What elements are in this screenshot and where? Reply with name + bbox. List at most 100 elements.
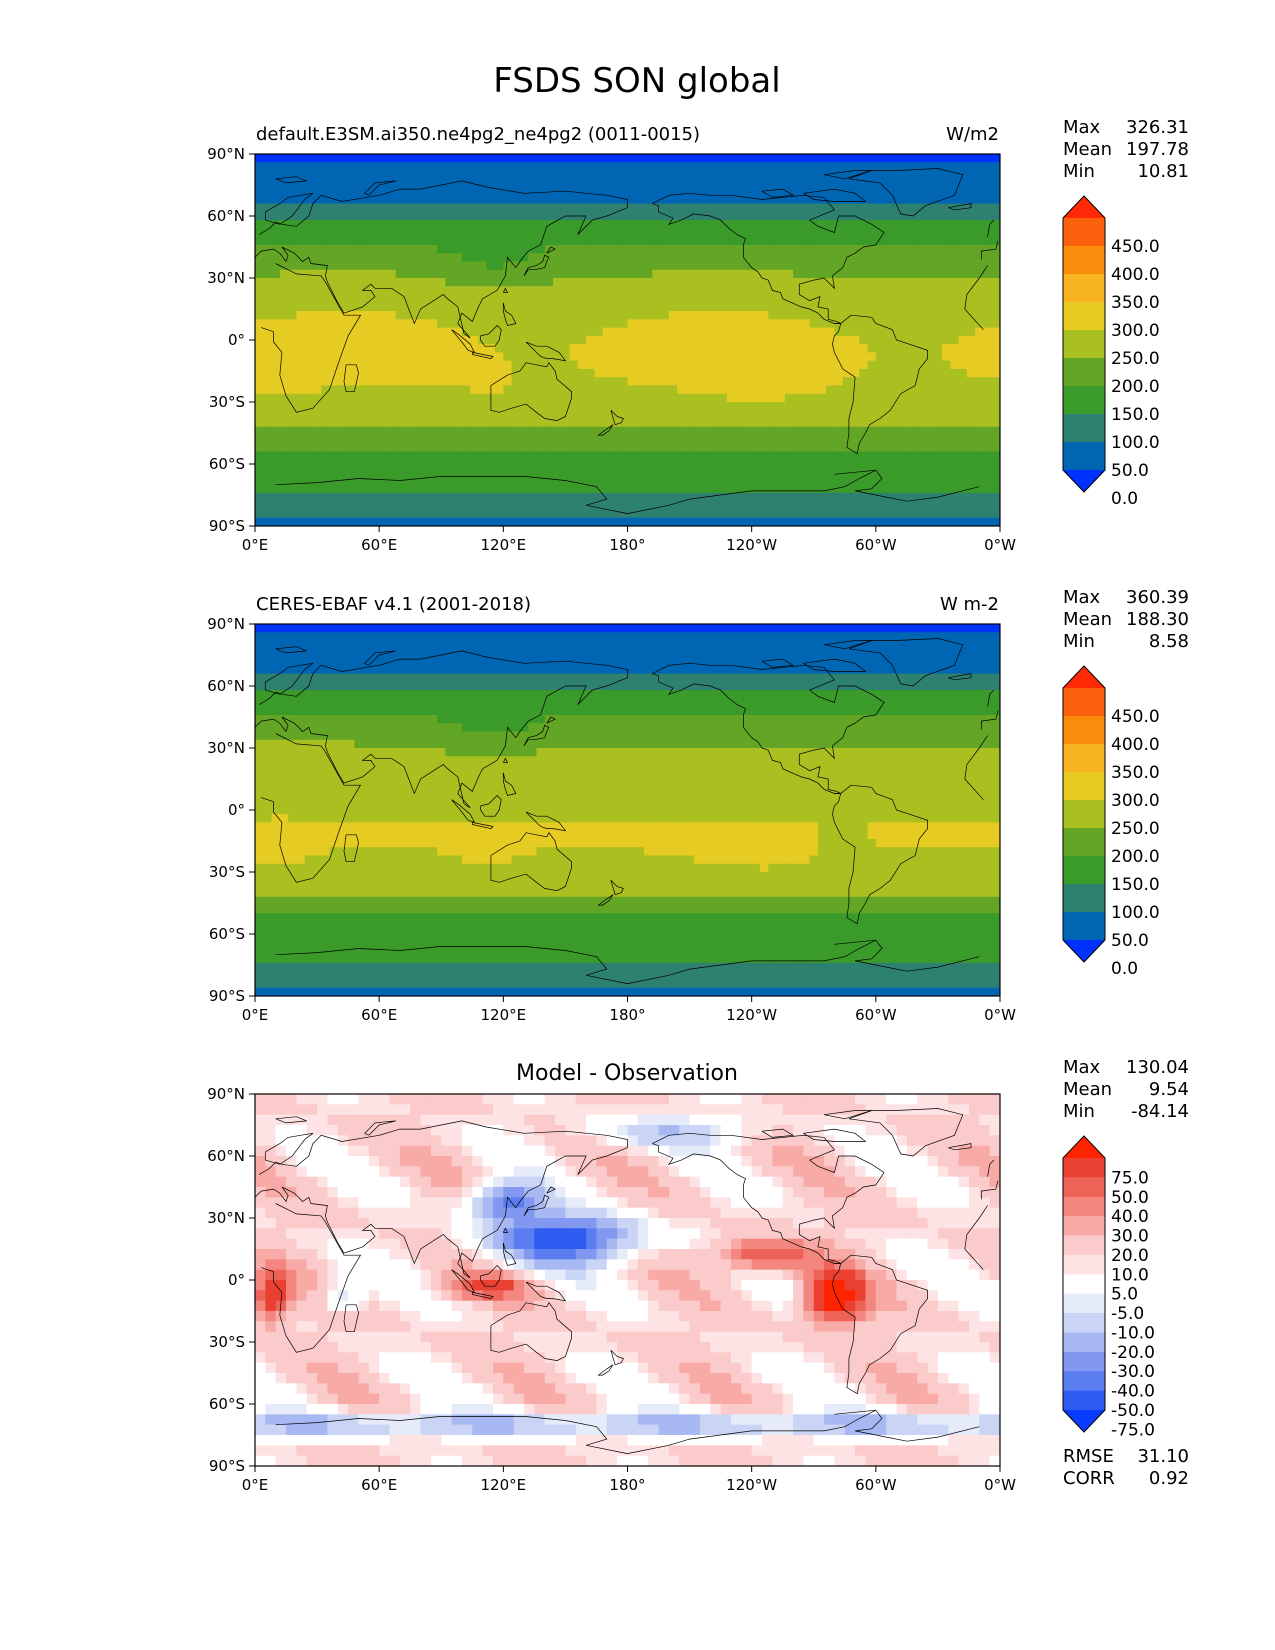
field-cell	[776, 278, 786, 287]
field-cell	[362, 665, 372, 675]
field-cell	[528, 319, 538, 329]
field-cell	[983, 286, 993, 296]
field-cell	[966, 459, 976, 469]
coastline	[834, 469, 980, 502]
field-cell	[470, 319, 480, 329]
field-cell	[759, 244, 769, 254]
field-cell	[387, 476, 397, 486]
field-cell	[279, 244, 289, 254]
field-cell	[296, 286, 306, 296]
field-cell	[842, 286, 852, 296]
field-cell	[975, 220, 985, 229]
field-cell	[834, 402, 844, 411]
field-cell	[528, 178, 538, 188]
field-cell	[776, 459, 786, 469]
field-cell	[702, 286, 711, 296]
field-cell	[991, 459, 1000, 469]
field-cell	[793, 393, 802, 403]
field-cell	[975, 657, 985, 666]
field-cell	[677, 261, 687, 271]
field-cell	[859, 203, 869, 213]
field-cell	[461, 187, 471, 196]
field-cell	[817, 501, 827, 511]
field-cell	[834, 344, 844, 353]
field-cell	[486, 319, 496, 329]
field-cell	[544, 236, 554, 246]
field-cell	[668, 261, 678, 271]
field-cell	[933, 690, 943, 699]
field-cell	[826, 426, 836, 436]
field-cell	[486, 484, 496, 494]
field-cell	[685, 286, 695, 296]
field-cell	[602, 393, 612, 403]
field-cell	[942, 690, 951, 699]
field-cell	[983, 203, 993, 213]
field-cell	[329, 517, 339, 526]
field-cell	[437, 468, 446, 477]
field-cell	[312, 402, 322, 411]
field-cell	[519, 509, 529, 519]
field-cell	[296, 501, 306, 511]
field-cell	[362, 698, 372, 708]
field-cell	[354, 170, 364, 180]
field-cell	[958, 244, 968, 254]
field-cell	[354, 393, 364, 403]
field-cell	[933, 426, 943, 436]
field-cell	[395, 269, 405, 279]
field-cell	[966, 253, 976, 263]
field-cell	[329, 344, 339, 353]
coastline	[364, 180, 396, 196]
field-cell	[602, 459, 612, 469]
field-cell	[801, 517, 811, 526]
field-cell	[610, 476, 620, 486]
field-cell	[892, 244, 902, 254]
field-cell	[445, 319, 455, 329]
field-cell	[569, 352, 579, 362]
field-cell	[925, 244, 935, 254]
field-cell	[735, 501, 744, 511]
field-cell	[776, 690, 786, 699]
field-cell	[312, 468, 322, 477]
field-cell	[536, 673, 546, 683]
field-cell	[635, 681, 645, 691]
field-cell	[619, 459, 629, 469]
field-cell	[652, 335, 662, 345]
field-cell	[602, 368, 612, 378]
field-cell	[668, 335, 678, 345]
field-cell	[536, 410, 546, 420]
field-cell	[917, 476, 927, 486]
field-cell	[602, 509, 612, 519]
field-cell	[809, 319, 819, 329]
field-cell	[511, 352, 521, 362]
field-cell	[569, 435, 579, 444]
field-cell	[966, 385, 976, 395]
field-cell	[412, 195, 422, 205]
field-cell	[768, 352, 778, 362]
field-cell	[851, 203, 860, 213]
field-cell	[908, 228, 918, 238]
field-cell	[826, 648, 836, 658]
field-cell	[569, 484, 579, 494]
field-cell	[437, 154, 446, 163]
field-cell	[735, 468, 744, 477]
field-cell	[304, 327, 314, 337]
field-cell	[685, 294, 695, 304]
field-cell	[958, 228, 968, 238]
field-cell	[817, 640, 827, 650]
field-cell	[288, 228, 297, 238]
field-cell	[536, 162, 546, 172]
field-cell	[271, 673, 281, 683]
field-cell	[470, 162, 480, 172]
field-cell	[519, 640, 529, 650]
field-cell	[627, 443, 637, 453]
field-cell	[296, 162, 306, 172]
field-cell	[966, 344, 976, 353]
field-cell	[337, 236, 347, 246]
field-cell	[453, 657, 463, 666]
field-cell	[685, 640, 695, 650]
field-cell	[652, 377, 662, 387]
field-cell	[519, 187, 529, 196]
field-cell	[702, 203, 711, 213]
field-cell	[486, 302, 496, 312]
field-cell	[702, 360, 711, 370]
